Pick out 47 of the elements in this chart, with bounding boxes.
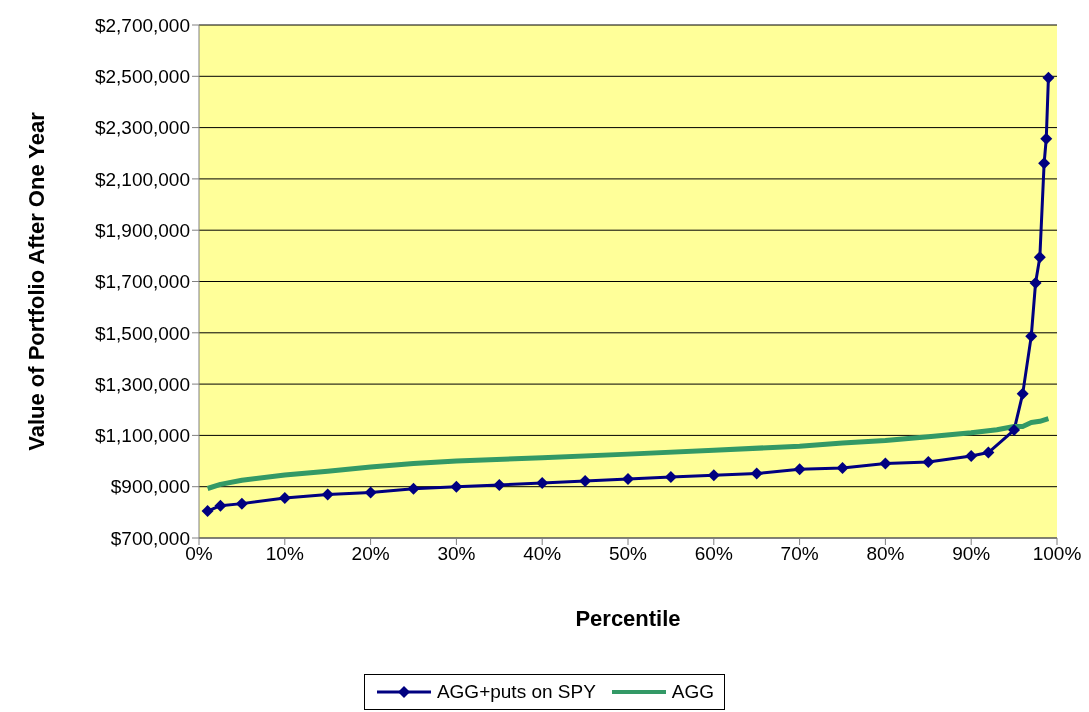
y-tick-label: $1,500,000 (94, 322, 190, 344)
point (364, 486, 377, 499)
point (201, 505, 214, 518)
point (982, 446, 995, 459)
legend-label: AGG (671, 681, 715, 703)
point (1038, 157, 1051, 170)
point (1042, 71, 1055, 84)
y-axis-title: Value of Portfolio After One Year (23, 111, 49, 451)
x-tick-label: 10% (265, 543, 304, 565)
x-tick-label: 70% (780, 543, 819, 565)
x-tick-label: 20% (351, 543, 390, 565)
y-tick-label: $700,000 (110, 527, 190, 549)
point (278, 491, 291, 504)
x-tick-label: 90% (952, 543, 991, 565)
point (793, 463, 806, 476)
y-tick-label: $1,300,000 (94, 373, 190, 395)
y-tick-label: $2,300,000 (94, 117, 190, 139)
point (214, 499, 227, 512)
legend-label: AGG+puts on SPY (436, 681, 596, 703)
point (1008, 424, 1021, 437)
point (622, 473, 634, 486)
x-axis-title: Percentile (575, 606, 681, 631)
point (1016, 387, 1029, 400)
point (407, 482, 420, 495)
point (1029, 277, 1042, 290)
x-tick-label: 40% (523, 543, 562, 565)
y-tick-label: $1,100,000 (94, 425, 190, 447)
point (879, 457, 892, 470)
point (836, 461, 849, 474)
y-tick-label: $2,100,000 (94, 168, 190, 190)
y-tick-label: $2,700,000 (94, 14, 190, 36)
x-tick-label: 50% (608, 543, 648, 565)
x-tick-label: 100% (1032, 543, 1082, 565)
x-tick-label: 80% (866, 543, 905, 565)
y-tick-label: $2,500,000 (94, 66, 190, 88)
point (965, 449, 978, 462)
x-tick-label: 30% (437, 543, 476, 565)
point (321, 488, 334, 501)
y-tick-label: $1,900,000 (94, 219, 190, 241)
y-tick-label: $900,000 (110, 476, 190, 498)
point (922, 456, 935, 469)
point (750, 467, 763, 480)
y-tick-label: $1,700,000 (94, 271, 190, 293)
point (235, 497, 248, 510)
x-tick-label: 60% (694, 543, 733, 565)
point (1025, 330, 1038, 343)
point (1033, 251, 1046, 264)
